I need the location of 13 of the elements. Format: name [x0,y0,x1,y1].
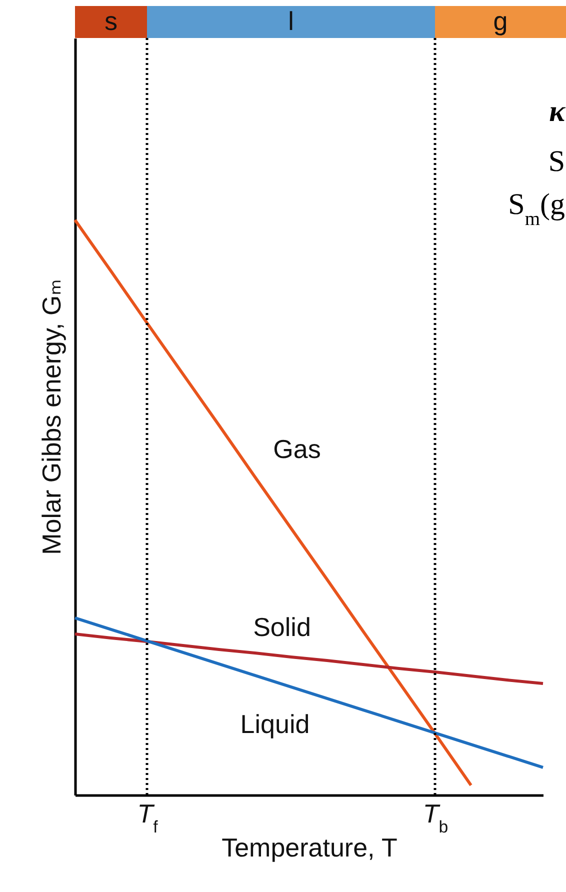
x-tick-label: T$_{b}$ [422,798,448,836]
series-label: Gas [273,434,321,464]
category-label: g [435,6,566,38]
text: κ [549,95,566,128]
text: S [548,145,565,178]
series-label: Solid [253,612,311,642]
x-tick-label: T$_{f}$ [137,798,158,836]
series-label: Liquid [240,709,310,739]
annotation: S$_{m}$(g [508,188,565,230]
y-axis-title: Molar Gibbs energy, Gₘ [36,279,66,555]
category-label: s [75,6,147,38]
x-axis-title: Temperature, T [222,832,398,862]
category-label: l [147,6,435,38]
